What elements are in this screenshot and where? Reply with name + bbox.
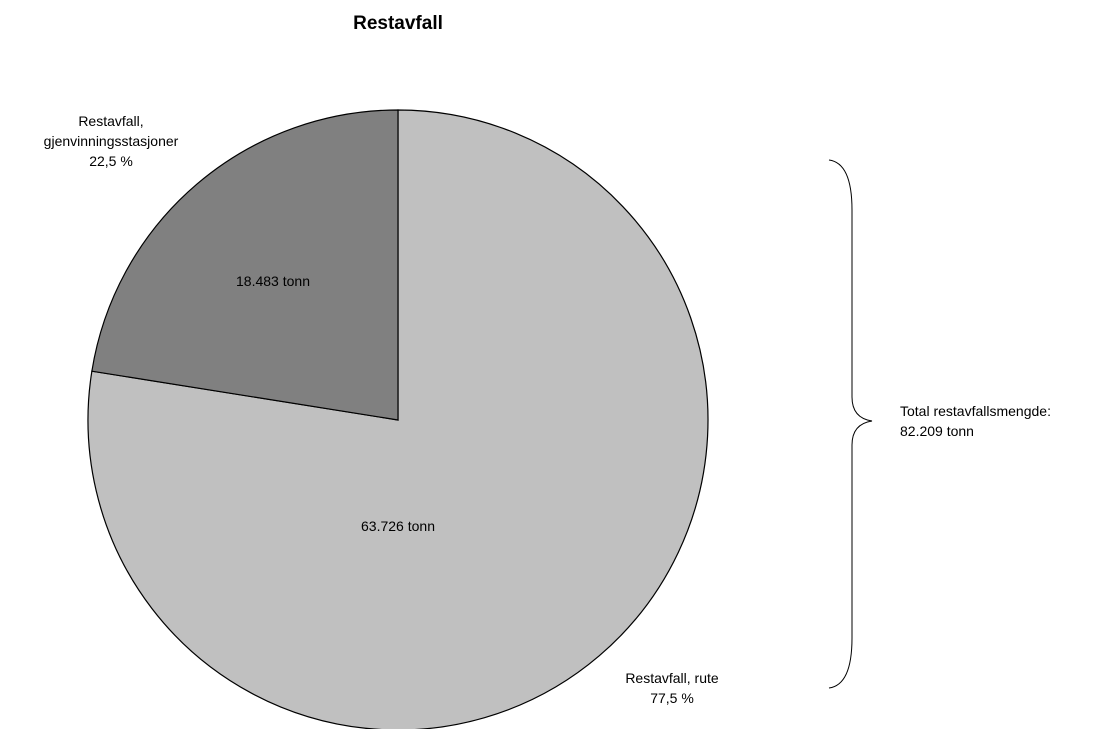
total-annotation-line1: Total restavfallsmengde: [900,403,1051,419]
total-annotation-line2: 82.209 tonn [900,423,974,439]
slice-name-label-rute: Restavfall, rute [625,670,719,686]
slice-value-label-gjenvinning: 18.483 tonn [236,273,310,289]
slice-name-label-gjenvinning-line1: Restavfall, [78,113,143,129]
slice-percent-label-rute: 77,5 % [650,690,694,706]
pie-slice-gjenvinningsstasjoner [91,109,399,421]
slice-value-label-rute: 63.726 tonn [361,518,435,534]
pie-slices [87,109,709,729]
slice-percent-label-gjenvinning: 22,5 % [89,153,133,169]
slice-name-label-gjenvinning-line2: gjenvinningsstasjoner [44,133,179,149]
total-brace [828,159,873,689]
chart-title: Restavfall [353,13,443,34]
